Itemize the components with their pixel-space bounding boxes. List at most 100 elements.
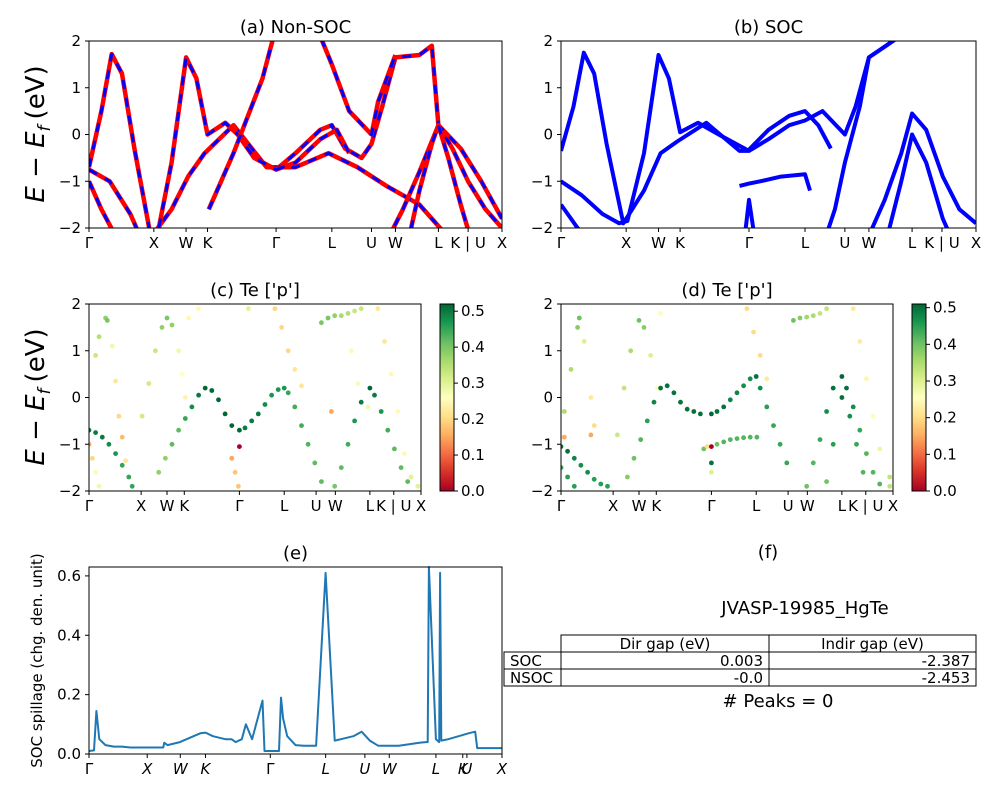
y-tick-label: −2 — [531, 219, 553, 237]
projection-point — [365, 404, 371, 410]
y-tick-label: 0 — [71, 126, 81, 144]
panel-title: (e) — [283, 543, 308, 564]
projection-point — [578, 462, 584, 468]
kpoint-label: K | U — [848, 497, 883, 515]
kpoint-label: L — [434, 234, 443, 252]
projection-point — [824, 306, 829, 312]
projection-point — [382, 339, 387, 344]
table-cell: -2.453 — [922, 669, 970, 687]
projection-point — [641, 325, 647, 330]
band-line-soc-dashed — [89, 180, 114, 228]
projection-point — [721, 439, 727, 445]
projection-point — [870, 469, 876, 475]
y-tick-label: 2 — [71, 32, 81, 50]
kpoint-label: L — [908, 234, 917, 252]
projection-point — [169, 322, 175, 328]
row-label: SOC — [510, 652, 542, 670]
spillage-line — [88, 566, 502, 752]
kpoint-label: Γ — [272, 234, 281, 252]
y-tick-label: −2 — [59, 219, 81, 237]
projection-point — [714, 409, 720, 414]
projection-point — [89, 427, 92, 433]
colorbar — [911, 303, 927, 492]
projection-point — [605, 483, 610, 489]
projection-point — [319, 320, 324, 326]
projection-point — [744, 306, 750, 312]
y-tick-label: 0.6 — [57, 567, 81, 585]
projection-point — [850, 404, 856, 410]
projection-point — [698, 411, 703, 417]
projection-point — [255, 411, 261, 417]
colorbar-tick-label: 0.1 — [461, 446, 485, 464]
projection-point — [857, 339, 863, 344]
projection-point — [575, 325, 580, 330]
projection-point — [415, 483, 421, 489]
projection-point — [709, 444, 714, 449]
kpoint-label: U — [783, 497, 794, 515]
projection-point — [229, 423, 235, 428]
table-row — [503, 668, 977, 687]
kpoint-label: X — [149, 234, 159, 252]
projection-point — [156, 469, 162, 475]
projection-point — [854, 441, 859, 447]
plot-area — [89, 306, 421, 489]
projection-point — [305, 441, 311, 447]
projection-point — [237, 427, 242, 433]
projection-point — [126, 474, 132, 480]
projection-point — [236, 483, 241, 489]
projection-point — [764, 376, 770, 382]
panel-2: 210−1−2Γ X W K Γ L U W L K | U X(c) Te ['p']0.00.1… — [59, 280, 485, 515]
projection-point — [179, 371, 185, 377]
projection-point — [714, 441, 720, 447]
axes-frame — [88, 303, 422, 492]
projection-point — [182, 395, 188, 400]
kpoint-label: W — [862, 234, 877, 252]
kpoint-label: Γ — [707, 497, 716, 515]
projection-point — [804, 314, 810, 320]
projection-point — [709, 469, 714, 475]
projection-point — [576, 315, 582, 321]
projection-point — [727, 397, 733, 403]
panel-title: (a) Non-SOC — [240, 17, 351, 38]
projection-point — [691, 409, 697, 414]
projection-point — [325, 315, 331, 321]
projection-point — [847, 413, 853, 419]
y-tick-label: 0.2 — [57, 686, 81, 704]
y-tick-label: −1 — [531, 435, 553, 453]
projection-point — [229, 455, 235, 461]
projection-point — [176, 348, 182, 354]
projection-point — [565, 474, 570, 480]
projection-point — [757, 385, 763, 391]
projection-point — [797, 315, 803, 321]
projection-point — [405, 479, 411, 484]
band-line-soc-dashed — [275, 128, 351, 172]
kpoint-label: K — [651, 497, 662, 515]
projection-point — [378, 409, 384, 414]
panel-3: 210−1−2Γ X W K Γ L U W L K | U X(d) Te ['p']0.00.1… — [531, 280, 957, 515]
projection-point — [352, 308, 357, 314]
colorbar-tick-label: 0.0 — [461, 482, 485, 500]
projection-point — [222, 411, 228, 417]
projection-point — [402, 451, 407, 456]
panel-title: (f) — [758, 542, 778, 563]
projection-point — [877, 446, 883, 452]
projection-point — [741, 435, 746, 441]
kpoint-label: U — [366, 234, 377, 252]
table-title: JVASP-19985_HgTe — [720, 598, 888, 619]
y-tick-label: −1 — [531, 172, 553, 190]
projection-point — [372, 392, 377, 398]
kpoint-label: L — [838, 497, 847, 515]
peaks-count: # Peaks = 0 — [723, 691, 834, 712]
y-tick-label: 1 — [71, 79, 81, 97]
projection-point — [860, 469, 866, 475]
kpoint-label: L — [432, 760, 440, 778]
colorbar-tick-label: 0.2 — [461, 410, 485, 428]
projection-point — [169, 441, 175, 447]
projection-point — [658, 311, 663, 316]
panel-4: 0.00.20.40.6Γ X W K Γ L U W L KU X(e)SOC spillage … — [28, 543, 508, 778]
projection-point — [704, 444, 710, 449]
y-tick-label: 0 — [543, 389, 553, 407]
kpoint-label: L — [321, 760, 329, 778]
projection-point — [196, 306, 202, 312]
